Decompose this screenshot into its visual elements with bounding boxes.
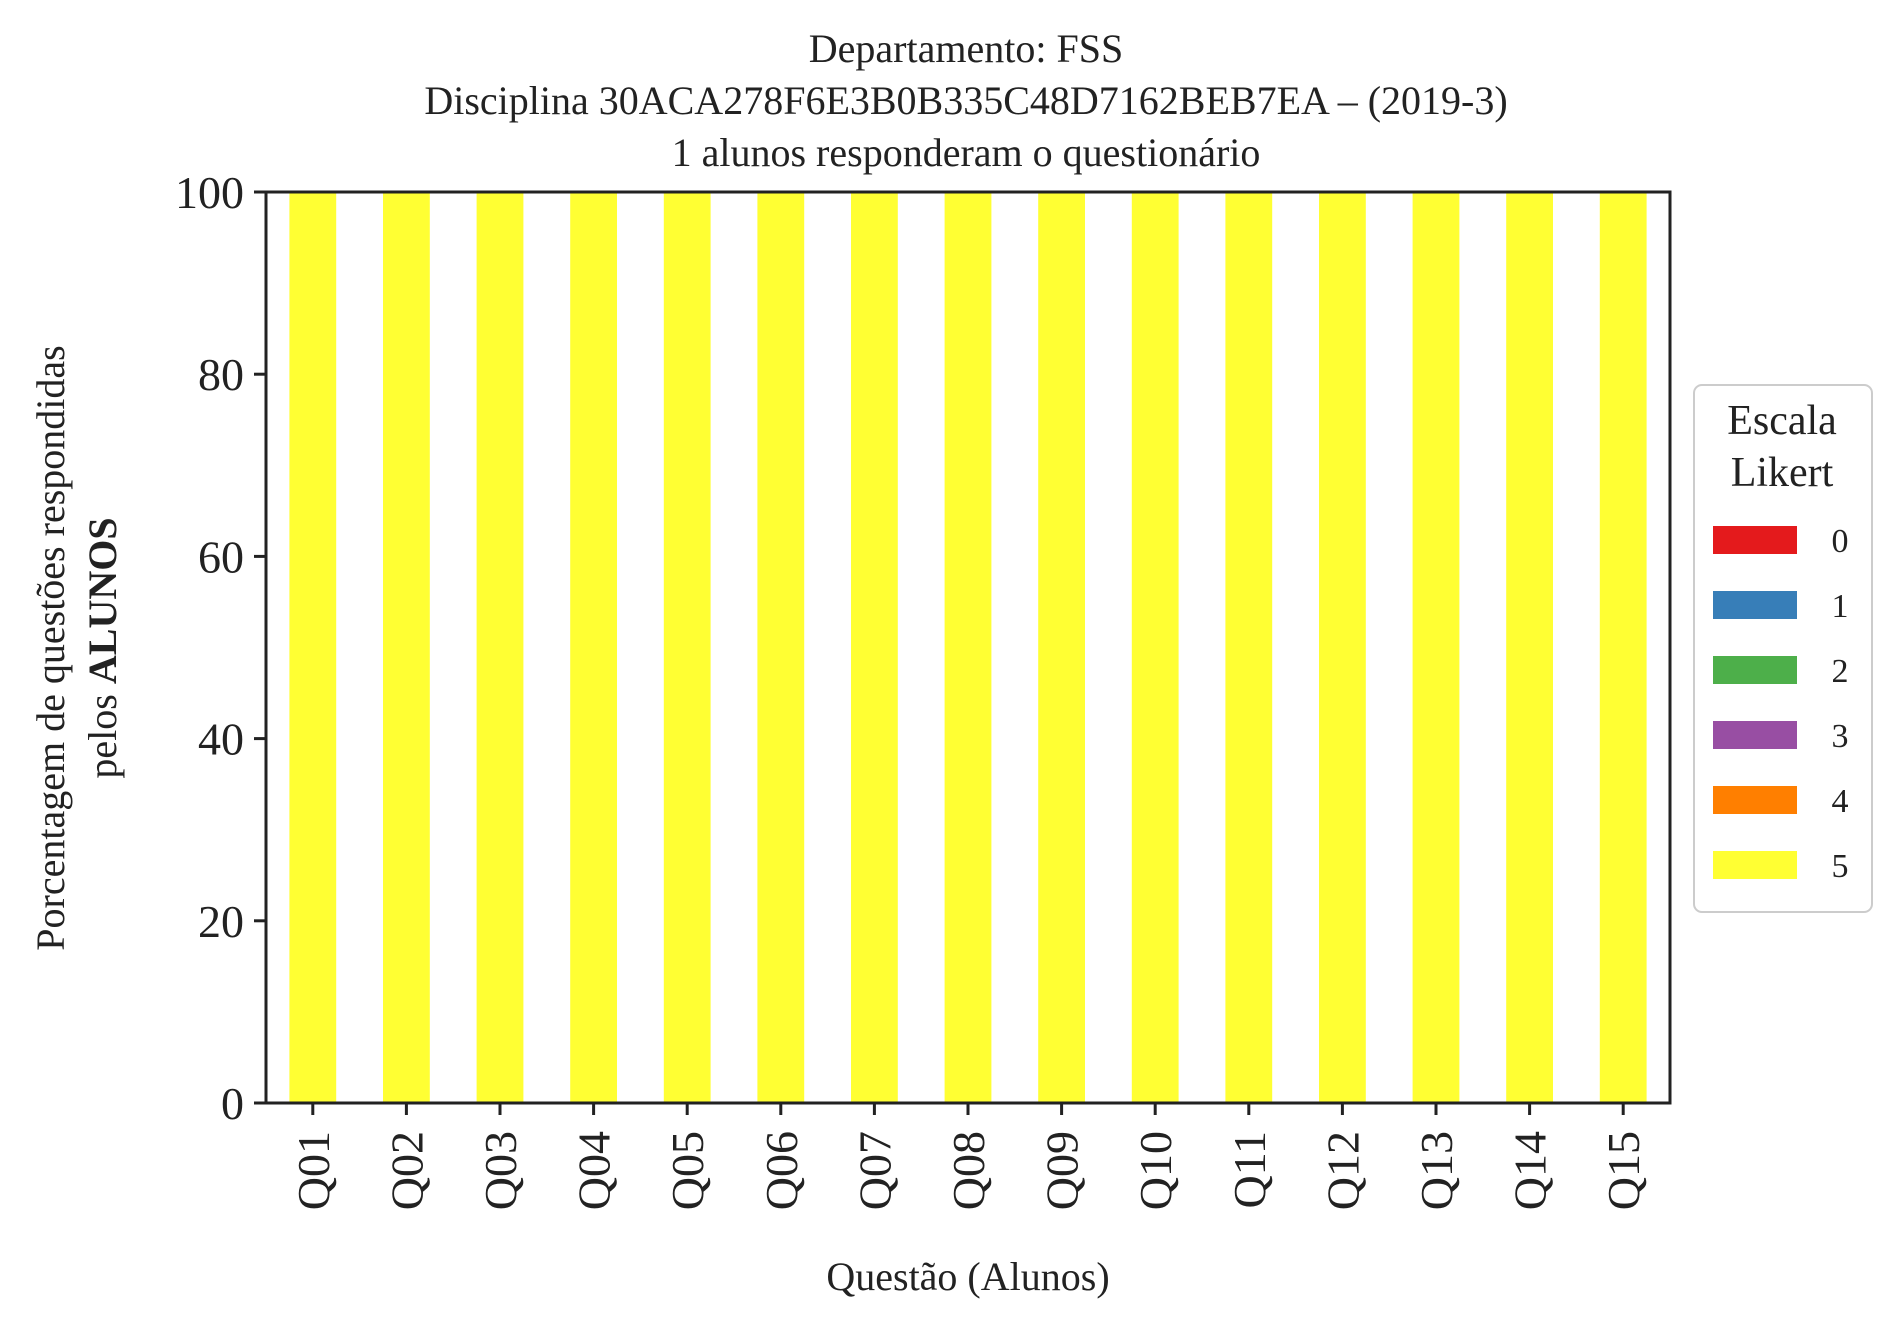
y-axis-label-line-2: pelos ALUNOS bbox=[80, 517, 125, 778]
y-axis-label-prefix: pelos bbox=[80, 684, 125, 778]
bar-Q05-likert-5 bbox=[663, 192, 711, 1103]
legend-swatch-3 bbox=[1713, 721, 1797, 749]
legend: Escala Likert 0 1 2 3 4 5 bbox=[1693, 384, 1873, 913]
x-tick-label-Q13: Q13 bbox=[1411, 1131, 1462, 1210]
bar-Q07-likert-5 bbox=[851, 192, 898, 1103]
y-tick-label-100: 100 bbox=[175, 167, 244, 218]
bar-Q15-likert-5 bbox=[1599, 192, 1647, 1103]
bar-Q14-likert-5 bbox=[1506, 192, 1553, 1103]
legend-swatch-5 bbox=[1713, 851, 1797, 879]
bar-Q01-likert-5 bbox=[289, 192, 337, 1103]
x-tick-label-Q04: Q04 bbox=[569, 1131, 620, 1210]
legend-swatch-0 bbox=[1713, 526, 1797, 554]
legend-swatch-1 bbox=[1713, 591, 1797, 619]
bars-layer bbox=[289, 192, 1647, 1103]
x-axis-label: Questão (Alunos) bbox=[826, 1254, 1109, 1299]
x-tick-label-Q01: Q01 bbox=[288, 1131, 339, 1210]
legend-label-0: 0 bbox=[1832, 523, 1849, 560]
x-tick-label-Q09: Q09 bbox=[1037, 1131, 1088, 1210]
legend-frame bbox=[1693, 384, 1873, 913]
bar-Q04-likert-5 bbox=[570, 192, 617, 1103]
y-tick-label-60: 60 bbox=[198, 531, 244, 582]
bar-Q02-likert-5 bbox=[383, 192, 430, 1103]
plot-frame bbox=[264, 190, 1672, 1105]
legend-label-5: 5 bbox=[1832, 848, 1849, 885]
bar-Q13-likert-5 bbox=[1412, 192, 1460, 1103]
x-tick-label-Q05: Q05 bbox=[662, 1131, 713, 1210]
legend-title-line-2: Likert bbox=[1731, 450, 1834, 496]
y-axis-label-bold: ALUNOS bbox=[80, 517, 125, 684]
y-axis-label-line-1: Porcentagem de questões respondidas bbox=[28, 345, 73, 950]
legend-label-2: 2 bbox=[1832, 653, 1849, 690]
title-line-1: Departamento: FSS bbox=[809, 26, 1123, 71]
bar-Q12-likert-5 bbox=[1319, 192, 1366, 1103]
title-line-2: Disciplina 30ACA278F6E3B0B335C48D7162BEB… bbox=[424, 78, 1507, 123]
legend-swatch-2 bbox=[1713, 656, 1797, 684]
y-tick-label-0: 0 bbox=[221, 1078, 244, 1129]
legend-label-4: 4 bbox=[1832, 783, 1849, 820]
legend-items: 0 1 2 3 4 5 bbox=[1713, 523, 1849, 885]
title-line-3: 1 alunos responderam o questionário bbox=[672, 130, 1261, 175]
x-tick-label-Q07: Q07 bbox=[849, 1131, 900, 1210]
bar-Q08-likert-5 bbox=[944, 192, 992, 1103]
bar-Q10-likert-5 bbox=[1131, 192, 1179, 1103]
bar-Q11-likert-5 bbox=[1225, 192, 1273, 1103]
legend-label-3: 3 bbox=[1832, 718, 1849, 755]
bar-Q06-likert-5 bbox=[757, 192, 805, 1103]
bar-Q09-likert-5 bbox=[1038, 192, 1085, 1103]
x-tick-label-Q15: Q15 bbox=[1598, 1131, 1649, 1210]
x-axis-ticks: Q01 Q02 Q03 Q04 Q05 Q06 Q07 Q08 Q09 Q10 Q11 Q12 Q13 Q… bbox=[288, 1103, 1649, 1210]
x-tick-label-Q03: Q03 bbox=[475, 1131, 526, 1210]
chart-title: Departamento: FSS Disciplina 30ACA278F6E… bbox=[424, 26, 1507, 175]
legend-label-1: 1 bbox=[1832, 588, 1849, 625]
y-tick-label-20: 20 bbox=[198, 896, 244, 947]
x-tick-label-Q10: Q10 bbox=[1130, 1131, 1181, 1210]
legend-title-line-1: Escala bbox=[1727, 398, 1837, 444]
y-tick-label-40: 40 bbox=[198, 714, 244, 765]
x-tick-label-Q11: Q11 bbox=[1224, 1131, 1275, 1209]
x-tick-label-Q08: Q08 bbox=[943, 1131, 994, 1210]
y-tick-label-80: 80 bbox=[198, 349, 244, 400]
x-tick-label-Q14: Q14 bbox=[1505, 1131, 1556, 1210]
x-tick-label-Q02: Q02 bbox=[381, 1131, 432, 1210]
x-tick-label-Q06: Q06 bbox=[756, 1131, 807, 1210]
y-axis-ticks: 0 20 40 60 80 100 bbox=[175, 167, 266, 1129]
x-tick-label-Q12: Q12 bbox=[1317, 1131, 1368, 1210]
bar-Q03-likert-5 bbox=[476, 192, 524, 1103]
legend-swatch-4 bbox=[1713, 786, 1797, 814]
